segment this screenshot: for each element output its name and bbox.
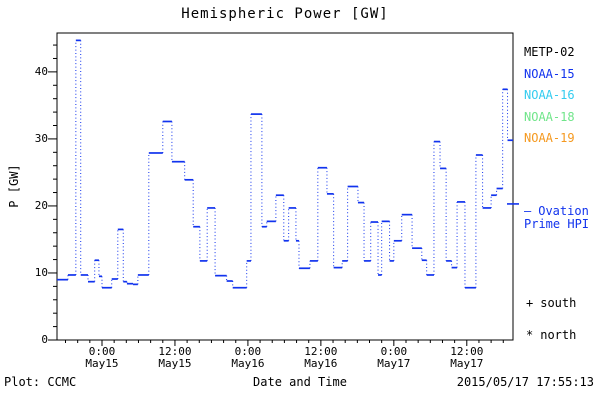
y-tick-label: 40 xyxy=(34,64,48,78)
x-axis-label: Date and Time xyxy=(253,375,347,389)
legend-item-noaa-18: NOAA-18 xyxy=(524,109,575,124)
x-tick-label-date: May16 xyxy=(304,357,338,370)
legend-south-label: south xyxy=(540,296,577,310)
footer-timestamp: 2015/05/17 17:55:13 xyxy=(456,375,594,389)
y-axis-ticks xyxy=(48,44,57,341)
x-axis-ticks xyxy=(65,340,504,346)
legend-ovation-text2: Prime HPI xyxy=(524,217,590,231)
x-tick-label-date: May17 xyxy=(450,357,484,370)
hpi-step-line xyxy=(57,39,513,289)
y-tick-label: 30 xyxy=(34,131,48,145)
ovation-line-marker: — xyxy=(524,204,532,218)
legend-north-label: north xyxy=(540,328,577,342)
legend-item-noaa-19: NOAA-19 xyxy=(524,131,575,145)
legend-ovation: — Ovation Prime HPI xyxy=(524,205,589,231)
legend-marker-south: + south xyxy=(526,296,576,310)
legend-ovation-text1: Ovation xyxy=(538,204,589,218)
legend-marker-north: * north xyxy=(526,328,576,342)
x-tick-label-time: 0:00 xyxy=(234,345,262,358)
x-tick-label-date: May16 xyxy=(231,357,265,370)
x-tick-label-time: 0:00 xyxy=(380,345,408,358)
x-tick-label-time: 12:00 xyxy=(158,345,192,358)
x-tick-label-date: May17 xyxy=(377,357,411,370)
y-tick-label: 20 xyxy=(34,198,48,212)
x-tick-label-date: May15 xyxy=(85,357,119,370)
footer-credit: Plot: CCMC xyxy=(4,375,77,389)
plus-marker-icon: + xyxy=(526,296,534,310)
legend-item-metp-02: METP-02 xyxy=(524,45,575,59)
legend-ovation-line1: — Ovation xyxy=(524,205,589,218)
asterisk-marker-icon: * xyxy=(526,328,534,342)
x-tick-label-date: May15 xyxy=(158,357,192,370)
plot-frame xyxy=(56,32,514,341)
y-tick-label: 0 xyxy=(41,333,48,346)
x-tick-label-time: 0:00 xyxy=(88,345,116,358)
y-tick-label: 10 xyxy=(34,265,48,279)
legend-item-noaa-15: NOAA-15 xyxy=(524,66,575,81)
x-tick-label-time: 12:00 xyxy=(304,345,338,358)
legend-item-noaa-16: NOAA-16 xyxy=(524,88,575,102)
chart-title: Hemispheric Power [GW] xyxy=(181,6,389,22)
x-tick-label-time: 12:00 xyxy=(450,345,484,358)
